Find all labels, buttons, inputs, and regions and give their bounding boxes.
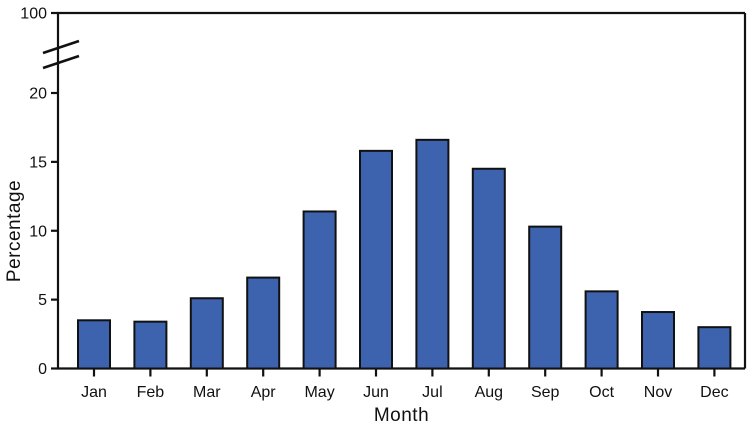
- bar-jan: [77, 319, 111, 370]
- x-tick-label-nov: Nov: [644, 384, 672, 401]
- bar-mar: [189, 297, 224, 370]
- bar-nov: [641, 311, 675, 370]
- x-tick-label-apr: Apr: [251, 384, 277, 401]
- bar-jul: [415, 138, 450, 370]
- x-tick-label-oct: Oct: [589, 384, 614, 401]
- y-axis-title: Percentage: [4, 180, 25, 282]
- bar-sep: [528, 225, 563, 370]
- y-tick-label-0: 0: [38, 361, 47, 378]
- bar-jun: [359, 149, 393, 370]
- bar-feb: [133, 320, 168, 370]
- x-axis-title: Month: [374, 405, 429, 426]
- x-tick-label-jul: Jul: [422, 384, 442, 401]
- y-tick-label-10: 10: [29, 223, 47, 240]
- bar-apr: [246, 276, 281, 370]
- x-tick-label-may: May: [304, 384, 334, 401]
- x-tick-label-jun: Jun: [363, 384, 389, 401]
- bar-dec: [697, 326, 732, 370]
- y-tick-label-15: 15: [29, 154, 47, 171]
- bar-may: [302, 210, 337, 370]
- bar-aug: [471, 167, 506, 370]
- y-tick-label-5: 5: [38, 292, 47, 309]
- axis-break-slash-upper: [42, 39, 80, 55]
- x-tick-label-sep: Sep: [531, 384, 560, 401]
- x-tick-label-jan: Jan: [81, 384, 107, 401]
- axis-break-slash-lower: [42, 54, 80, 70]
- x-tick-label-feb: Feb: [137, 384, 165, 401]
- x-tick-label-aug: Aug: [475, 384, 503, 401]
- y-tick-label-20: 20: [29, 86, 47, 103]
- x-tick-label-mar: Mar: [193, 384, 221, 401]
- y-tick-label-100: 100: [20, 6, 47, 23]
- bar-oct: [584, 290, 619, 370]
- x-tick-label-dec: Dec: [700, 384, 728, 401]
